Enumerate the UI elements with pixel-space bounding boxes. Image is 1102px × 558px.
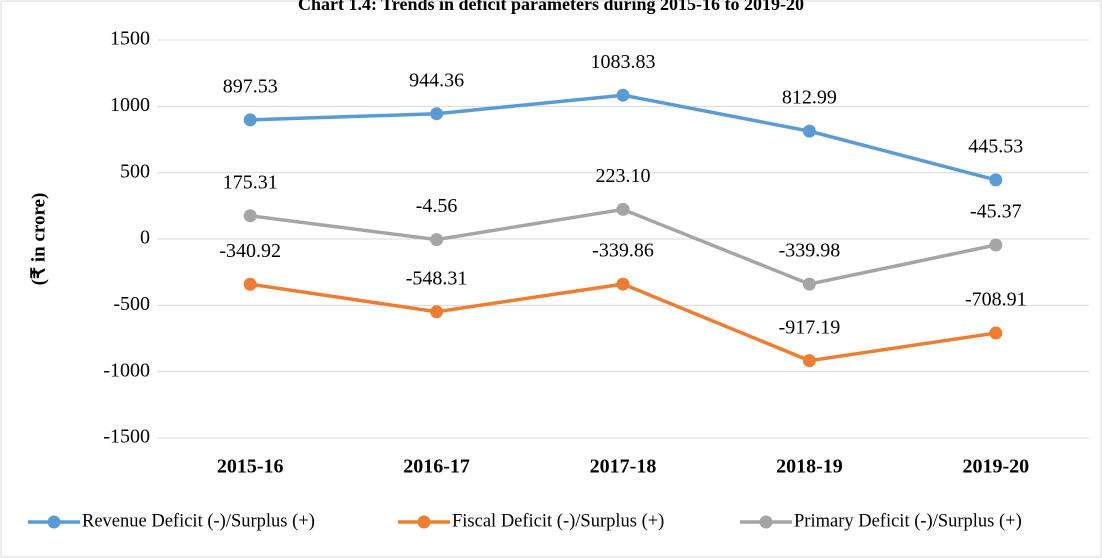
data-label: -4.56 — [416, 195, 458, 217]
point — [989, 173, 1003, 187]
point — [616, 88, 630, 102]
x-tick-label: 2018-19 — [776, 456, 843, 478]
y-tick-label: 500 — [120, 160, 150, 182]
legend-label: Revenue Deficit (-)/Surplus (+) — [82, 511, 315, 531]
y-tick-label: -500 — [113, 293, 150, 315]
series-line — [249, 282, 997, 363]
data-label: -340.92 — [219, 240, 281, 262]
legend-marker — [759, 515, 773, 529]
legend-marker — [47, 515, 61, 529]
legend-label: Fiscal Deficit (-)/Surplus (+) — [452, 511, 664, 531]
data-label: 897.53 — [223, 76, 278, 98]
legend-label: Primary Deficit (-)/Surplus (+) — [794, 511, 1022, 531]
data-label: 812.99 — [782, 87, 837, 109]
data-label: -339.86 — [592, 240, 654, 262]
point — [430, 305, 444, 319]
data-label: 175.31 — [223, 171, 278, 193]
point — [430, 107, 444, 121]
data-label: 445.53 — [968, 135, 1023, 157]
x-tick-label: 2015-16 — [217, 456, 284, 478]
data-label: -339.98 — [779, 240, 841, 262]
data-label: 1083.83 — [591, 51, 656, 73]
data-label: -917.19 — [779, 316, 841, 338]
data-label: -708.91 — [965, 289, 1027, 311]
point — [616, 202, 630, 216]
data-label: -45.37 — [970, 201, 1022, 223]
y-tick-label: 0 — [140, 227, 150, 249]
data-label: 223.10 — [596, 165, 651, 187]
y-tick-label: -1000 — [103, 359, 150, 381]
point — [243, 113, 257, 127]
chart-title: Chart 1.4: Trends in deficit parameters … — [298, 0, 804, 14]
point — [802, 354, 816, 368]
data-label: 944.36 — [409, 69, 464, 91]
point — [243, 209, 257, 223]
y-tick-label: -1500 — [103, 426, 150, 448]
x-tick-label: 2017-18 — [590, 456, 657, 478]
data-label: -548.31 — [406, 267, 468, 289]
x-tick-label: 2019-20 — [962, 456, 1029, 478]
point — [989, 238, 1003, 252]
y-tick-label: 1500 — [110, 28, 150, 50]
point — [802, 277, 816, 291]
x-tick-label: 2016-17 — [403, 456, 470, 478]
y-tick-label: 1000 — [110, 94, 150, 116]
legend-marker — [417, 515, 431, 529]
y-axis-label: (₹ in crore) — [28, 193, 49, 286]
point — [616, 277, 630, 291]
point — [802, 124, 816, 138]
point — [989, 326, 1003, 340]
point — [430, 233, 444, 247]
point — [243, 277, 257, 291]
